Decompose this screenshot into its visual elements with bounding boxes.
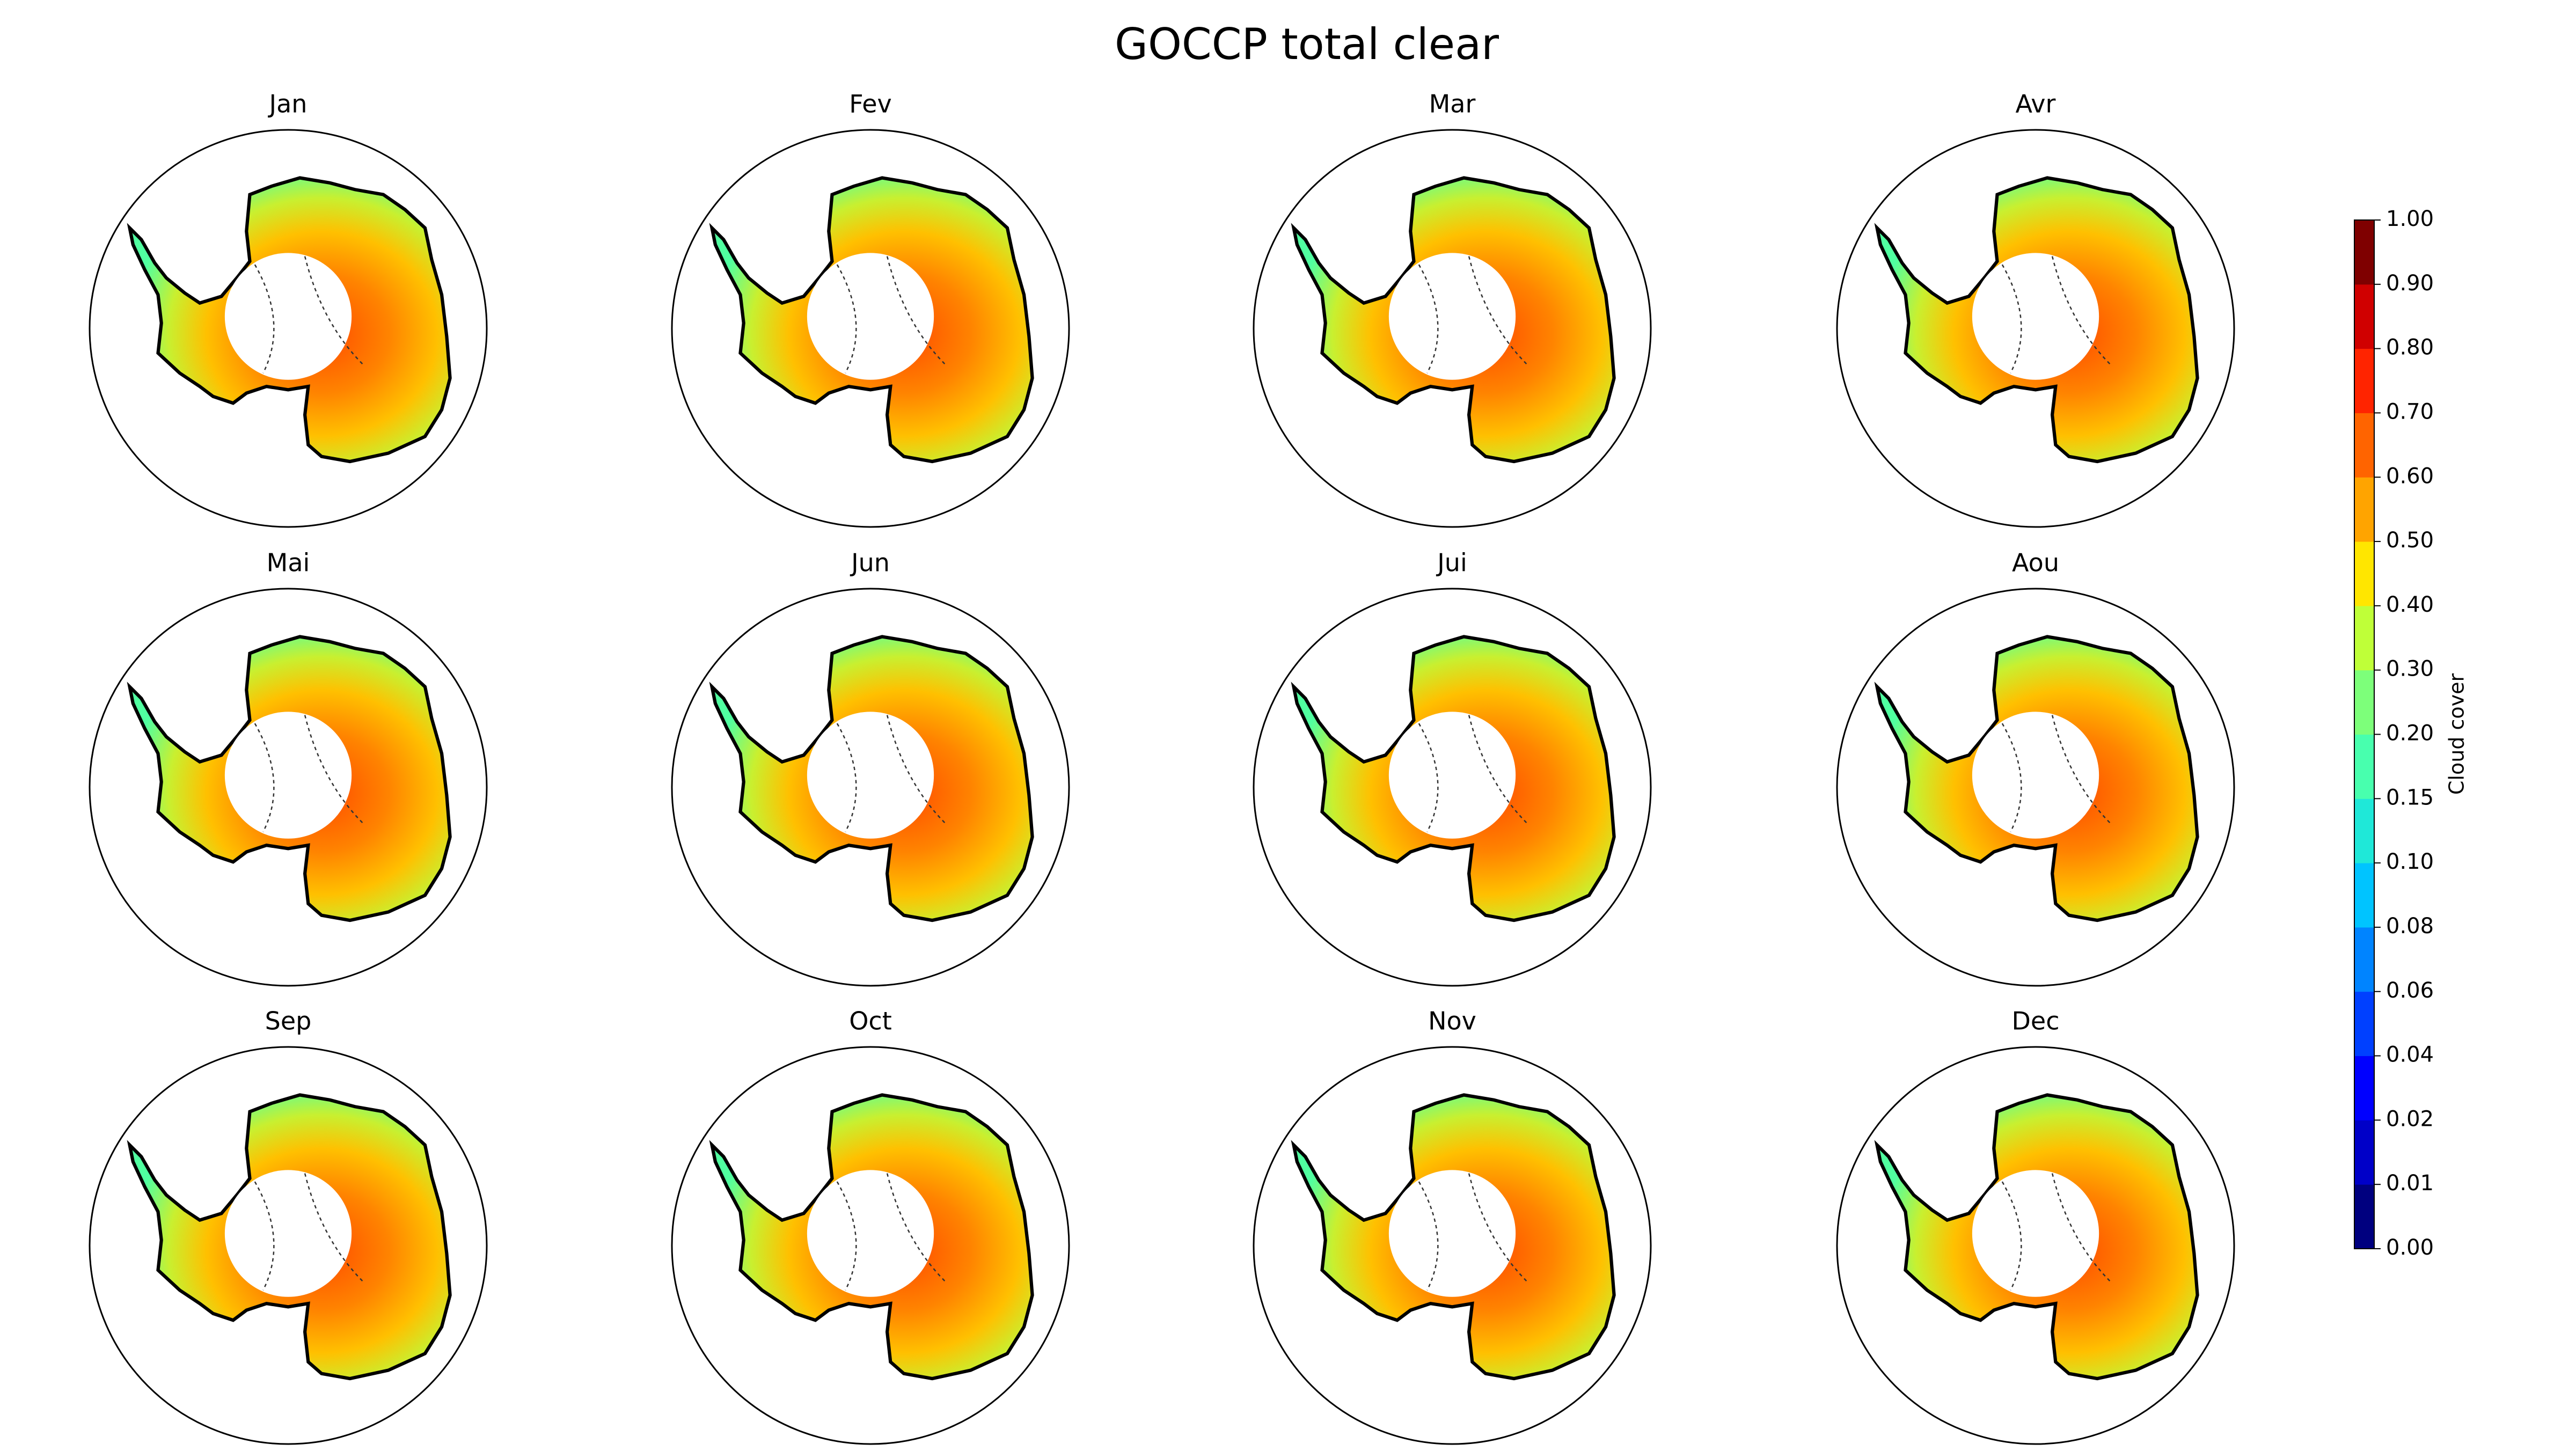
antarctica-map (1877, 1095, 2198, 1379)
panel-title: Jan (268, 90, 308, 119)
colorbar-segment (2354, 348, 2374, 413)
panel-boundary (89, 1046, 488, 1445)
colorbar-tick-label: 0.02 (2386, 1106, 2434, 1131)
antarctica-map (1294, 1095, 1614, 1379)
colorbar-tick-label: 0.01 (2386, 1171, 2434, 1196)
antarctica-map (1294, 178, 1614, 461)
panel-boundary (671, 1046, 1070, 1445)
colorbar-segment (2354, 1184, 2374, 1249)
colorbar-tick-label: 0.10 (2386, 849, 2434, 874)
colorbar-segment (2354, 734, 2374, 799)
antarctica-map (130, 636, 450, 920)
panel-title: Sep (265, 1007, 312, 1036)
colorbar-segment (2354, 991, 2374, 1057)
colorbar-tick-label: 0.08 (2386, 914, 2434, 939)
panel-title: Jun (850, 548, 890, 577)
colorbar-label: Cloud cover (2445, 673, 2469, 795)
colorbar-tick-label: 0.00 (2386, 1235, 2434, 1260)
colorbar-tick-label: 0.80 (2386, 335, 2434, 360)
panel-title: Dec (2011, 1007, 2059, 1036)
panel-boundary (1836, 588, 2235, 987)
colorbar-segment (2354, 863, 2374, 928)
antarctica-map (130, 1095, 450, 1379)
antarctica-map (712, 1095, 1033, 1379)
colorbar-tick-label: 1.00 (2386, 207, 2434, 231)
panel-title: Oct (849, 1007, 892, 1036)
colorbar-segment (2354, 927, 2374, 992)
panel-title: Nov (1428, 1007, 1476, 1036)
colorbar-segment (2354, 413, 2374, 478)
panel-title: Avr (2016, 90, 2056, 119)
colorbar-tick-label: 0.60 (2386, 464, 2434, 488)
panel-boundary (671, 588, 1070, 987)
panel-boundary (671, 129, 1070, 528)
colorbar-segment (2354, 541, 2374, 606)
colorbar-segment (2354, 1120, 2374, 1185)
colorbar-tick-label: 0.30 (2386, 657, 2434, 681)
figure-title: GOCCP total clear (1115, 19, 1499, 69)
antarctica-map (1294, 636, 1614, 920)
colorbar-segment (2354, 220, 2374, 285)
panel-boundary (89, 588, 488, 987)
colorbar-tick-label: 0.15 (2386, 785, 2434, 810)
antarctica-map (712, 636, 1033, 920)
antarctica-map (1877, 636, 2198, 920)
panel-boundary (89, 129, 488, 528)
panel-boundary (1253, 1046, 1652, 1445)
colorbar-segment (2354, 798, 2374, 863)
panel-boundary (1253, 129, 1652, 528)
colorbar-segment (2354, 670, 2374, 735)
panel-boundary (1836, 129, 2235, 528)
panel-title: Mar (1429, 90, 1476, 119)
colorbar-tick-label: 0.70 (2386, 399, 2434, 424)
colorbar-tick-label: 0.40 (2386, 592, 2434, 617)
colorbar-segment (2354, 1056, 2374, 1120)
panel-title: Mai (267, 548, 310, 577)
colorbar-tick-label: 0.50 (2386, 528, 2434, 553)
antarctica-map (712, 178, 1033, 461)
antarctica-map (130, 178, 450, 461)
panel-title: Fev (849, 90, 891, 119)
panel-title: Jui (1436, 548, 1467, 577)
panel-boundary (1836, 1046, 2235, 1445)
colorbar-tick-label: 0.06 (2386, 978, 2434, 1003)
colorbar-tick-label: 0.90 (2386, 271, 2434, 296)
colorbar-tick-label: 0.04 (2386, 1043, 2434, 1067)
colorbar-segment (2354, 605, 2374, 671)
colorbar-tick-label: 0.20 (2386, 721, 2434, 746)
panel-boundary (1253, 588, 1652, 987)
colorbar-segment (2354, 284, 2374, 349)
colorbar-segment (2354, 477, 2374, 542)
panel-title: Aou (2012, 548, 2059, 577)
antarctica-map (1877, 178, 2198, 461)
